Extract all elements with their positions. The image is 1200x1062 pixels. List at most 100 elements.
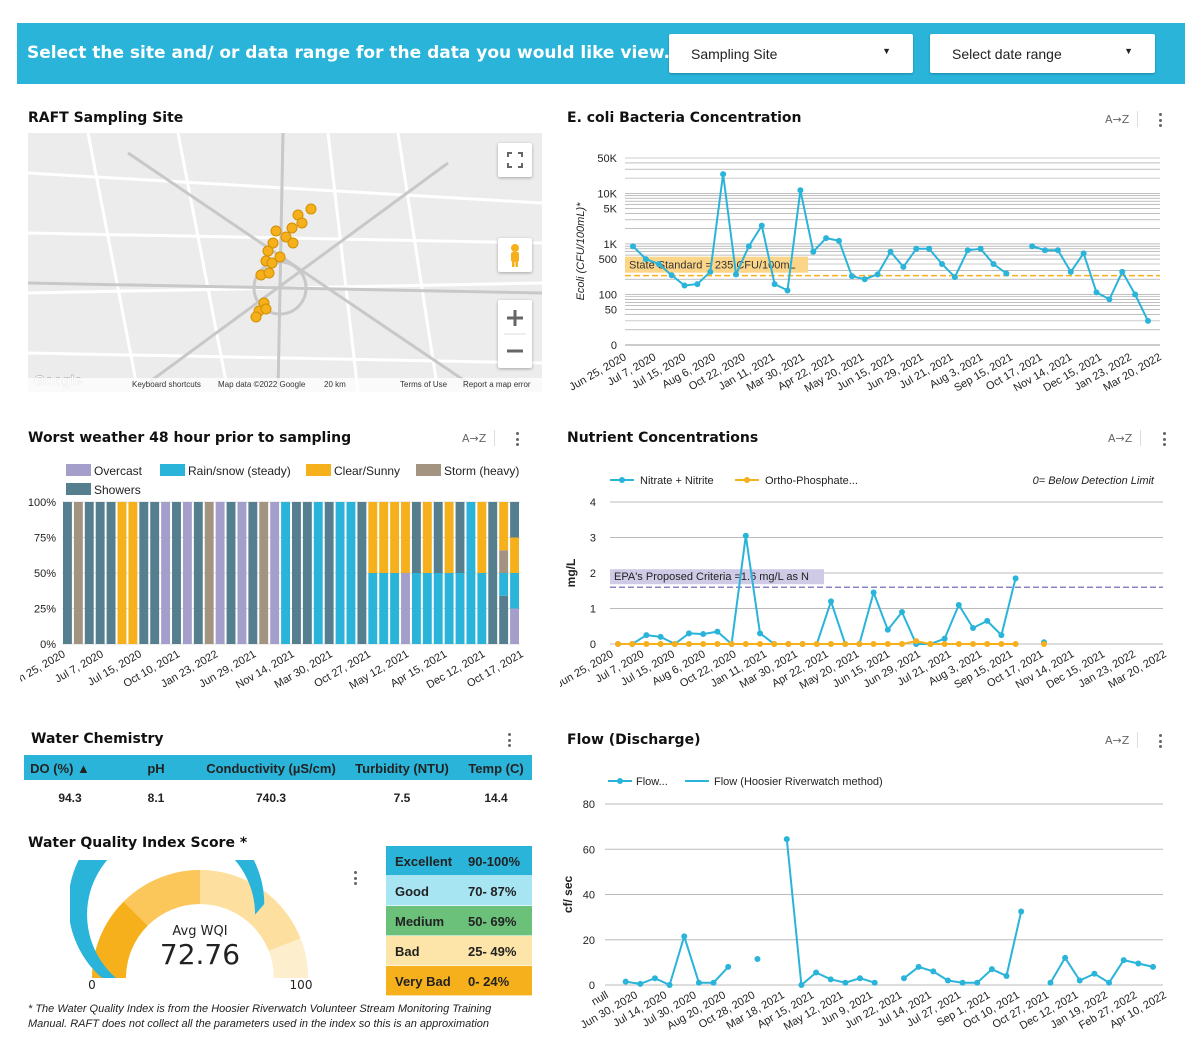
weather-bar-segment — [390, 573, 400, 644]
weather-bar-segment — [259, 502, 269, 644]
legend-row-medium: Medium 50- 69% — [386, 906, 532, 936]
flow-title: Flow (Discharge) — [567, 732, 701, 748]
data-point — [771, 281, 778, 288]
wqi-label: Avg WQI — [172, 924, 228, 939]
legend-swatch — [306, 464, 331, 476]
cell-temp: 14.4 — [484, 791, 508, 805]
ecoli-title: E. coli Bacteria Concentration — [567, 110, 802, 126]
legend-marker — [617, 778, 623, 784]
column-temp[interactable]: Temp (C) — [468, 761, 524, 776]
data-point — [757, 641, 763, 647]
weather-bar-segment — [510, 608, 519, 644]
column-turbidity[interactable]: Turbidity (NTU) — [355, 761, 449, 776]
map-attribution: Keyboard shortcuts Map data ©2022 Google… — [28, 378, 542, 392]
data-point — [1106, 979, 1113, 986]
weather-bar-segment — [106, 502, 116, 644]
column-do[interactable]: DO (%) ▲ — [30, 761, 90, 776]
ecoli-series-line — [632, 173, 1149, 322]
weather-bar-segment — [150, 502, 160, 644]
data-point — [643, 632, 650, 639]
y-tick-label: 1K — [604, 239, 618, 251]
range-value: 50- 69% — [468, 914, 517, 929]
y-tick-label: 10K — [597, 188, 617, 200]
data-point — [870, 589, 877, 596]
wqi-max: 100 — [289, 978, 313, 992]
date-range-dropdown[interactable]: Select date range ▼ — [930, 34, 1155, 73]
keyboard-shortcuts-link[interactable]: Keyboard shortcuts — [132, 380, 201, 389]
data-point — [900, 263, 907, 270]
weather-bar-segment — [139, 502, 149, 644]
weather-bar-segment — [193, 502, 203, 644]
report-error-link[interactable]: Report a map error — [463, 380, 531, 389]
sampling-site-map[interactable]: Google Keyboard shortcuts Map data ©2022… — [28, 133, 542, 392]
weather-bar-segment — [433, 502, 443, 573]
cell-conductivity: 740.3 — [255, 791, 287, 805]
weather-bar-segment — [95, 502, 105, 644]
more-options-icon[interactable] — [1159, 734, 1163, 751]
data-point — [642, 256, 649, 263]
water-chemistry-header: DO (%) ▲ pH Conductivity (µS/cm) Turbidi… — [24, 755, 532, 780]
weather-bar-segment — [292, 502, 301, 644]
weather-bar-segment — [237, 502, 247, 644]
data-point — [1106, 296, 1113, 303]
weather-bar-segment — [510, 573, 519, 609]
data-point — [974, 979, 981, 986]
legend-row-good: Good 70- 87% — [386, 876, 532, 906]
data-point — [959, 979, 966, 986]
sort-icon[interactable]: A→Z — [1105, 734, 1130, 747]
terms-link[interactable]: Terms of Use — [400, 380, 448, 389]
data-point — [720, 171, 727, 178]
data-point — [657, 641, 664, 647]
y-axis-label: mg/L — [564, 559, 578, 588]
data-point — [1067, 268, 1074, 275]
data-point — [1041, 641, 1047, 647]
data-point — [714, 641, 721, 647]
data-point — [927, 641, 934, 647]
weather-bar-segment — [510, 537, 519, 573]
sort-icon[interactable]: A→Z — [1108, 432, 1133, 445]
gauge-value-arc — [70, 860, 265, 978]
gauge-band — [268, 938, 308, 978]
more-options-icon[interactable] — [1163, 432, 1167, 449]
more-options-icon[interactable] — [1159, 113, 1163, 130]
data-point — [913, 638, 920, 645]
y-tick-label: 100 — [599, 289, 617, 301]
zoom-controls — [498, 300, 532, 368]
wqi-value: 72.76 — [159, 938, 241, 971]
data-point — [887, 248, 894, 255]
cell-do: 94.3 — [58, 791, 82, 805]
data-point — [1150, 963, 1156, 970]
range-label: Good — [395, 884, 429, 899]
weather-bar-segment — [499, 595, 509, 644]
more-options-icon[interactable] — [354, 871, 358, 888]
y-tick-label: 50 — [605, 305, 617, 317]
data-point — [926, 245, 933, 252]
sort-icon[interactable]: A→Z — [1105, 113, 1130, 126]
column-conductivity[interactable]: Conductivity (µS/cm) — [206, 761, 336, 776]
weather-bar-segment — [73, 502, 83, 644]
weather-bar-segment — [368, 573, 378, 644]
data-point — [998, 632, 1005, 639]
more-options-icon[interactable] — [516, 432, 520, 449]
map-data-credit: Map data ©2022 Google — [218, 380, 306, 389]
sort-icon[interactable]: A→Z — [462, 432, 487, 445]
data-point — [856, 641, 863, 647]
data-point — [828, 641, 834, 647]
sampling-site-dropdown[interactable]: Sampling Site ▼ — [669, 34, 913, 73]
data-point — [1062, 954, 1069, 961]
map-roads: Google — [28, 133, 542, 392]
zoom-in-icon[interactable] — [507, 310, 523, 326]
street-view-button[interactable] — [498, 238, 532, 272]
range-value: 25- 49% — [468, 944, 517, 959]
fullscreen-button[interactable] — [498, 143, 532, 177]
weather-bar-segment — [313, 502, 323, 644]
more-options-icon[interactable] — [508, 733, 512, 750]
weather-bar-segment — [422, 502, 432, 573]
cell-ph: 8.1 — [147, 791, 165, 805]
data-point — [874, 271, 881, 278]
column-ph[interactable]: pH — [147, 761, 165, 776]
weather-bar-segment — [117, 502, 127, 644]
legend-label: Storm (heavy) — [444, 464, 519, 478]
data-point — [657, 633, 664, 640]
data-point — [1145, 317, 1151, 324]
